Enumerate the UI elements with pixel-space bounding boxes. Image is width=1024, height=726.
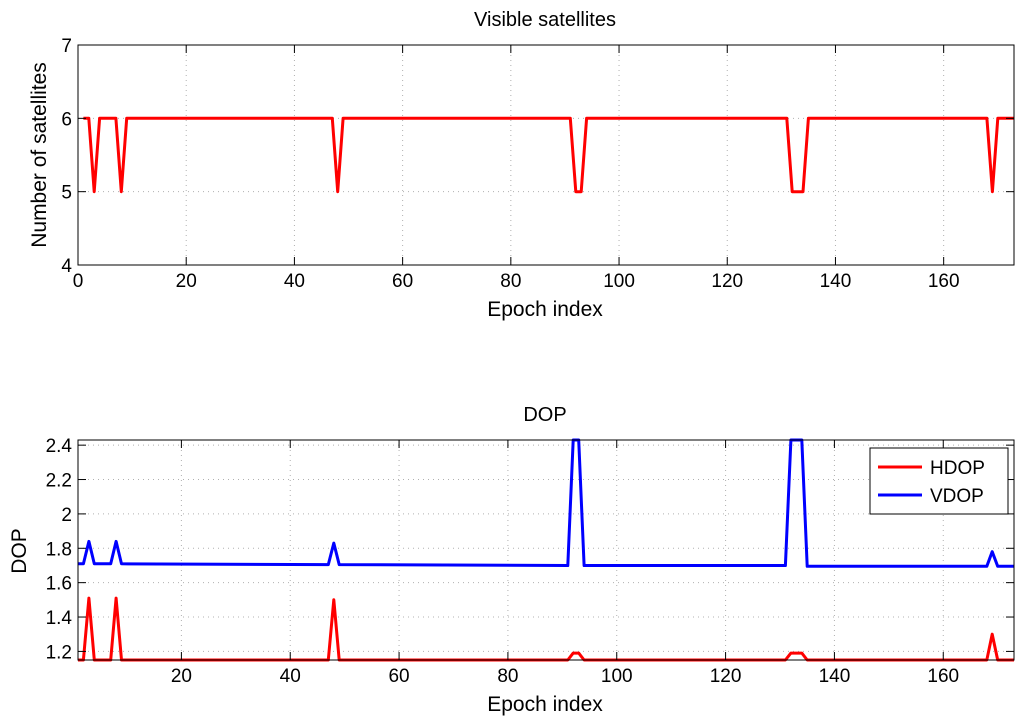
vdop-line [78,438,1014,568]
y-tick-label: 4 [61,256,72,277]
y-tick-label: 1.2 [46,642,72,663]
x-tick-label: 0 [73,271,84,292]
x-axis-label: Epoch index [487,298,603,321]
x-ticks: 0 20 40 60 80 100 120 140 160 [73,45,960,292]
chart-title: DOP [523,404,566,426]
y-ticks: 1.2 1.4 1.6 1.8 2 2.2 2.4 [46,436,1014,663]
x-tick-label: 80 [497,666,518,687]
x-tick-label: 100 [603,271,635,292]
y-tick-label: 1.6 [46,574,72,595]
x-tick-label: 20 [171,666,192,687]
legend: HDOP VDOP [869,447,1009,515]
y-tick-label: 7 [61,36,72,57]
legend-label-hdop: HDOP [930,458,985,479]
series-lines [83,116,1014,194]
plot-area [78,45,1014,265]
x-tick-label: 120 [711,271,743,292]
legend-box [869,447,1009,515]
axes-frame [77,439,1015,661]
x-tick-label: 160 [928,271,960,292]
grid-lines [78,440,1014,660]
chart-title: Visible satellites [474,9,616,31]
legend-label-vdop: VDOP [930,486,984,507]
x-tick-label: 60 [388,666,409,687]
x-tick-label: 140 [820,271,852,292]
x-tick-label: 140 [819,666,851,687]
plot-area [78,440,1014,660]
y-ticks: 4 5 6 7 [61,36,1014,277]
y-tick-label: 5 [61,183,72,204]
y-tick-label: 2.4 [46,436,73,457]
x-tick-label: 80 [500,271,521,292]
x-tick-label: 160 [927,666,959,687]
y-tick-label: 6 [61,109,72,130]
y-tick-label: 1.4 [46,608,73,629]
y-tick-label: 2 [61,505,72,526]
y-tick-label: 2.2 [46,471,72,492]
x-tick-label: 100 [601,666,633,687]
axes-frame [77,44,1015,266]
y-axis-label: Number of satellites [28,62,51,248]
satellites-panel: Visible satellites 0 20 40 60 80 100 120 140 160… [28,9,1015,321]
x-axis-label: Epoch index [487,693,603,716]
y-tick-label: 1.8 [46,539,72,560]
y-axis-label: DOP [8,528,31,574]
x-ticks: 20 40 60 80 100 120 140 160 [171,440,959,687]
x-tick-label: 120 [710,666,742,687]
x-tick-label: 60 [392,271,413,292]
series-line-0 [83,116,1014,194]
x-tick-label: 40 [284,271,305,292]
dop-panel: DOP 20 40 60 80 100 120 140 160 1.2 1.4 1.6 1.8 2 2.… [8,404,1015,716]
x-tick-label: 40 [280,666,301,687]
x-tick-label: 20 [176,271,197,292]
